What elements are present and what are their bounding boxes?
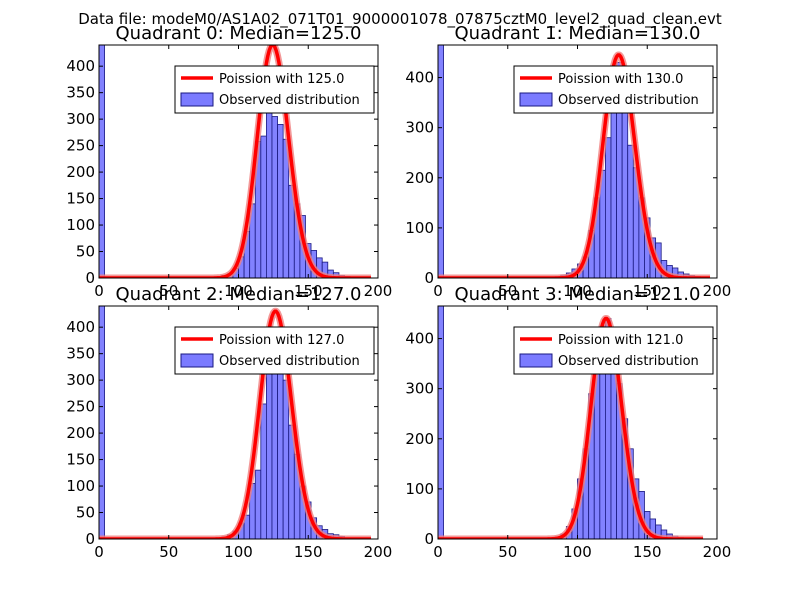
subplot-quadrant-0: Quadrant 0: Median=125.0 0 50 100 150 200 0 50 1… — [66, 23, 392, 300]
legend: Poission with 121.0 Observed distribution — [513, 326, 714, 375]
x-tick-label: 100 — [563, 543, 592, 561]
y-tick-label: 400 — [66, 318, 95, 336]
y-tick-label: 150 — [66, 190, 95, 208]
histogram-bar — [438, 306, 444, 539]
y-tick-label: 150 — [66, 451, 95, 469]
y-tick-label: 300 — [66, 371, 95, 389]
y-tick-label: 0 — [85, 530, 95, 548]
histogram-bar — [605, 137, 612, 278]
legend-label-observed: Observed distribution — [219, 93, 360, 108]
legend-label-poisson: Poission with 125.0 — [219, 72, 344, 87]
legend-label-poisson: Poission with 130.0 — [558, 72, 683, 87]
histogram-bar — [271, 116, 278, 278]
histogram-bar — [438, 45, 444, 278]
legend: Poission with 125.0 Observed distribution — [174, 65, 375, 114]
y-tick-label: 250 — [66, 137, 95, 155]
legend-label-poisson: Poission with 121.0 — [558, 333, 683, 348]
y-tick-label: 200 — [405, 169, 434, 187]
x-tick-label: 200 — [703, 282, 732, 300]
legend-label-observed: Observed distribution — [558, 354, 699, 369]
x-tick-label: 200 — [703, 543, 732, 561]
x-tick-label: 150 — [633, 282, 662, 300]
histogram-bar — [99, 306, 105, 539]
histogram-bar — [277, 124, 284, 278]
subplot-grid: Quadrant 0: Median=125.0 0 50 100 150 200 0 50 1… — [66, 23, 731, 561]
histogram-bar — [621, 86, 629, 278]
y-tick-label: 300 — [405, 380, 434, 398]
histogram-bar — [254, 469, 262, 539]
y-tick-label: 50 — [76, 504, 95, 522]
poisson-curve — [438, 53, 711, 278]
x-tick-label: 50 — [498, 282, 517, 300]
subplot-quadrant-1: Quadrant 1: Median=130.0 0 50 100 150 200 0 100… — [405, 23, 731, 300]
y-tick-label: 400 — [405, 330, 434, 348]
y-tick-label: 100 — [66, 216, 95, 234]
x-tick-label: 100 — [563, 282, 592, 300]
legend-patch-swatch — [519, 353, 553, 368]
poisson-curve — [438, 316, 704, 539]
y-tick-label: 200 — [66, 163, 95, 181]
y-tick-label: 0 — [85, 269, 95, 287]
y-tick-label: 300 — [66, 110, 95, 128]
x-tick-label: 150 — [294, 282, 323, 300]
x-tick-label: 50 — [159, 543, 178, 561]
legend: Poission with 127.0 Observed distribution — [174, 326, 375, 375]
y-tick-label: 100 — [405, 480, 434, 498]
x-tick-label: 50 — [159, 282, 178, 300]
subplot-title: Quadrant 2: Median=127.0 — [116, 284, 362, 305]
y-tick-label: 50 — [76, 243, 95, 261]
y-tick-label: 100 — [405, 219, 434, 237]
poisson-curve — [99, 45, 372, 278]
y-tick-label: 250 — [66, 398, 95, 416]
x-tick-label: 100 — [224, 282, 253, 300]
poisson-curve — [99, 309, 372, 539]
y-tick-label: 100 — [66, 477, 95, 495]
histogram-bar — [627, 144, 634, 278]
legend: Poission with 130.0 Observed distribution — [513, 65, 714, 114]
histogram-bar — [99, 45, 105, 278]
y-tick-label: 350 — [66, 345, 95, 363]
subplot-title: Quadrant 3: Median=121.0 — [455, 284, 701, 305]
histogram-bar — [610, 104, 617, 278]
plot-area — [438, 45, 713, 278]
histogram-bar — [265, 105, 273, 278]
legend-patch-swatch — [180, 92, 214, 107]
legend-patch-swatch — [180, 353, 214, 368]
y-tick-label: 400 — [405, 69, 434, 87]
x-tick-label: 150 — [633, 543, 662, 561]
histogram-bar — [282, 379, 290, 539]
y-tick-label: 200 — [405, 430, 434, 448]
y-tick-label: 350 — [66, 84, 95, 102]
x-tick-label: 200 — [364, 543, 393, 561]
x-tick-label: 0 — [433, 282, 443, 300]
x-tick-label: 0 — [433, 543, 443, 561]
legend-label-observed: Observed distribution — [558, 93, 699, 108]
x-tick-label: 50 — [498, 543, 517, 561]
subplot-quadrant-2: Quadrant 2: Median=127.0 0 50 100 150 200 0 50 1… — [66, 284, 392, 561]
legend-patch-swatch — [519, 92, 553, 107]
y-tick-label: 0 — [424, 530, 434, 548]
legend-label-poisson: Poission with 127.0 — [219, 333, 344, 348]
plot-area — [99, 45, 374, 278]
y-tick-label: 400 — [66, 57, 95, 75]
histogram-bar — [260, 135, 267, 278]
x-tick-label: 0 — [94, 543, 104, 561]
histogram-bar — [260, 403, 267, 539]
x-tick-label: 100 — [224, 543, 253, 561]
subplot-title: Quadrant 1: Median=130.0 — [455, 23, 701, 44]
figure-suptitle: Data file: modeM0/AS1A02_071T01_90000010… — [78, 10, 722, 29]
subplot-quadrant-3: Quadrant 3: Median=121.0 0 50 100 150 200 0 100… — [405, 284, 731, 561]
y-tick-label: 200 — [66, 424, 95, 442]
x-tick-label: 200 — [364, 282, 393, 300]
x-tick-label: 0 — [94, 282, 104, 300]
y-tick-label: 0 — [424, 269, 434, 287]
legend-label-observed: Observed distribution — [219, 354, 360, 369]
x-tick-label: 150 — [294, 543, 323, 561]
histogram-bar — [265, 361, 273, 539]
plot-area — [438, 306, 706, 539]
subplot-title: Quadrant 0: Median=125.0 — [116, 23, 362, 44]
y-tick-label: 300 — [405, 119, 434, 137]
